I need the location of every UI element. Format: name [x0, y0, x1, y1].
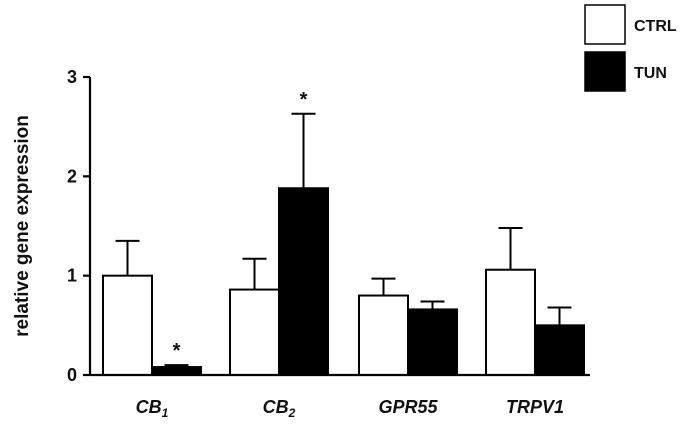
legend: CTRL TUN [584, 4, 677, 92]
x-axis: CB1 CB2 GPR55 TRPV1 [90, 373, 590, 420]
y-tick-label: 2 [67, 166, 77, 186]
legend-label-tun: TUN [634, 65, 667, 82]
bar-ctrl [358, 294, 409, 376]
bar-tun [534, 324, 585, 377]
significance-marker: * [173, 340, 181, 362]
legend-swatch-tun [584, 51, 626, 92]
bar-tun [278, 187, 329, 376]
bar-tun [407, 308, 458, 376]
bar-tun [151, 366, 202, 377]
y-tick-label: 1 [67, 266, 77, 286]
bars: ** [102, 89, 585, 377]
x-category-label: CB1 [136, 397, 169, 420]
y-tick-label: 3 [67, 67, 77, 87]
significance-marker: * [300, 89, 308, 111]
bar-ctrl [485, 268, 536, 376]
legend-swatch-ctrl [584, 4, 626, 45]
x-category-label: GPR55 [378, 397, 438, 417]
x-category-label: CB2 [263, 397, 296, 420]
y-axis-label: relative gene expression [12, 115, 33, 337]
y-axis: 0 1 2 3 [67, 67, 92, 385]
bar-ctrl [229, 288, 280, 376]
bar-ctrl [102, 274, 153, 376]
legend-label-ctrl: CTRL [634, 18, 677, 35]
x-category-label: TRPV1 [506, 397, 564, 417]
y-tick-label: 0 [67, 365, 77, 385]
